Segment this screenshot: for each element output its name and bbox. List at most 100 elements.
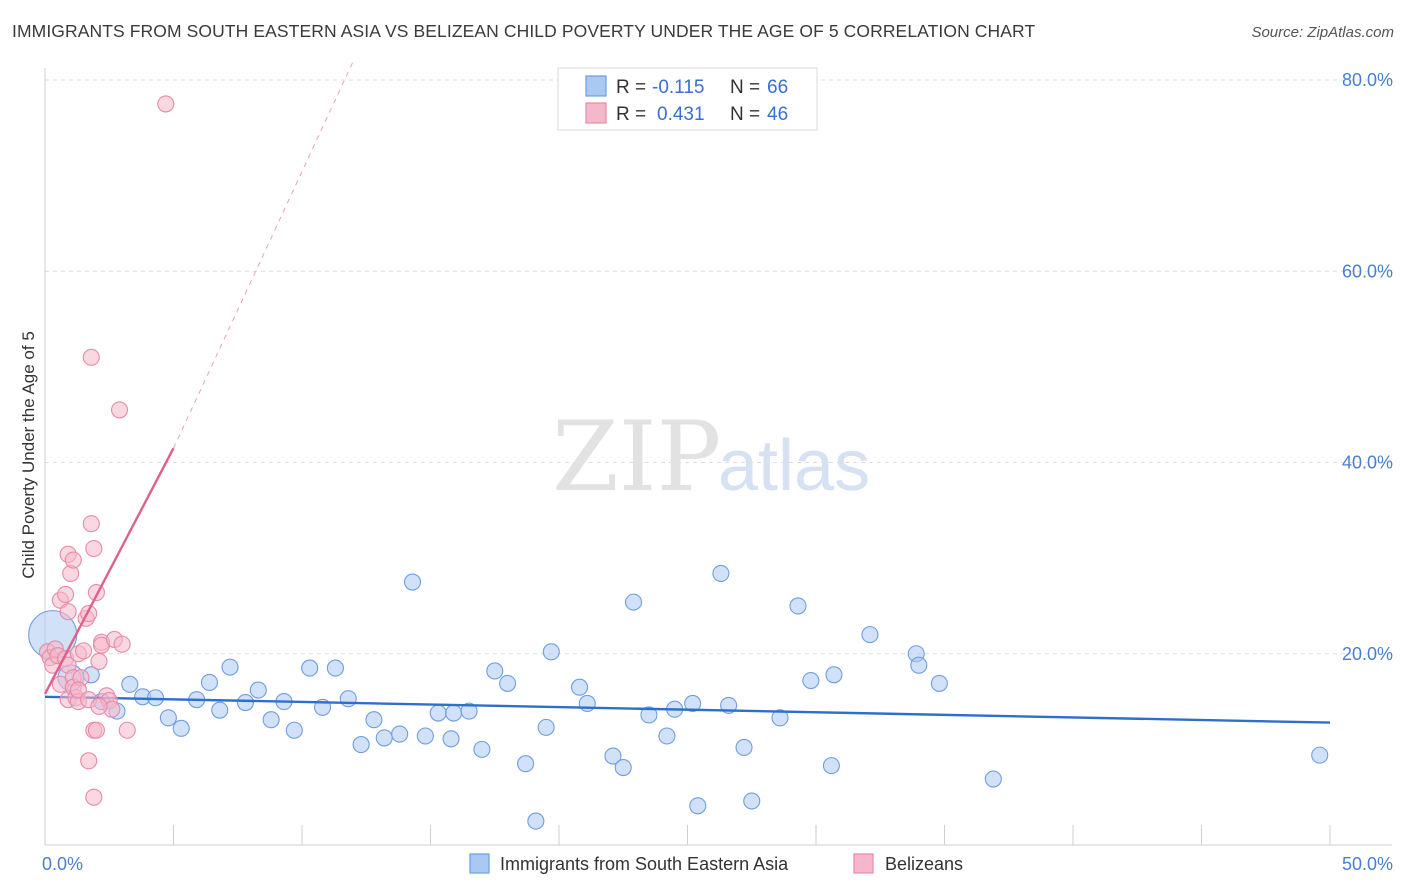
point-0-46 [658,727,676,745]
watermark-zip: ZIP [552,401,721,513]
trend-line-0 [44,695,1331,724]
point-1-45 [90,697,108,715]
point-1-28 [87,721,105,739]
point-0-8 [159,709,177,727]
legend-r-value-immigrants: -0.115 [652,77,704,98]
point-0-54 [771,709,789,727]
legend-r-label: R = [616,77,646,98]
point-0-38 [537,718,555,736]
watermark-atlas: atlas [718,426,870,506]
series-legend: Immigrants from South Eastern Asia Beliz… [469,853,963,874]
point-0-30 [442,730,460,748]
watermark: ZIP atlas [552,401,870,513]
x-tick-label-0: 0.0% [42,854,83,874]
point-0-45 [640,706,658,724]
point-0-44 [624,593,643,611]
point-0-31 [445,704,463,722]
point-1-29 [82,515,100,533]
legend-n-value-immigrants: 66 [767,77,788,98]
source-label: Source: ZipAtlas.com [1251,24,1394,41]
point-0-12 [211,701,229,719]
point-1-21 [75,642,93,660]
point-0-24 [365,711,383,729]
point-0-27 [403,573,422,591]
point-0-18 [285,721,303,739]
point-0-34 [486,662,504,680]
point-1-24 [80,752,98,770]
point-0-9 [172,719,190,737]
point-0-15 [249,681,267,699]
chart-title: IMMIGRANTS FROM SOUTH EASTERN ASIA VS BE… [12,21,1036,41]
point-1-15 [64,551,82,569]
series-0 [28,564,1331,830]
legend-n-value-belizeans: 46 [767,104,788,125]
point-0-22 [339,690,357,708]
legend-r-value-belizeans: 0.431 [657,104,705,125]
point-0-53 [743,792,761,810]
point-0-49 [689,797,707,815]
y-tick-label-0: 20.0% [1342,644,1393,664]
y-axis-label: Child Poverty Under the Age of 5 [19,331,38,579]
point-0-52 [735,738,753,757]
tick-labels: 20.0% 40.0% 60.0% 80.0% 0.0% 50.0% [42,70,1393,874]
point-0-16 [262,711,280,729]
point-1-42 [113,635,131,653]
point-1-43 [118,721,136,739]
point-0-57 [822,757,840,775]
point-0-56 [802,671,820,690]
point-0-63 [984,770,1002,788]
bottom-legend-label-belizeans: Belizeans [885,854,963,874]
axes [44,68,1392,846]
point-1-44 [157,95,175,113]
point-0-33 [473,740,491,758]
x-tick-label-1: 50.0% [1342,854,1393,874]
bottom-legend-swatch-belizeans [853,853,874,874]
point-0-5 [121,675,139,693]
point-0-39 [542,643,560,661]
point-1-9 [59,603,77,621]
point-0-13 [221,658,239,676]
point-0-55 [789,597,807,615]
correlation-legend: R = -0.115 N = 66 R = 0.431 N = 46 [557,67,818,131]
point-0-14 [236,693,255,712]
point-0-28 [416,727,434,745]
point-0-37 [527,812,545,830]
point-0-26 [391,725,409,743]
point-0-62 [930,674,948,692]
point-0-64 [1311,746,1329,764]
point-1-38 [90,652,108,670]
bottom-legend-swatch-immigrants [469,853,490,874]
series-1 [39,60,354,806]
point-1-41 [110,401,129,419]
point-0-11 [200,673,219,691]
legend-swatch-immigrants [585,75,607,97]
point-0-48 [684,694,702,713]
point-0-58 [825,666,843,684]
point-1-27 [85,788,103,806]
point-1-7 [57,585,75,604]
point-1-35 [85,540,103,558]
y-tick-label-2: 60.0% [1342,261,1393,281]
legend-n-label: N = [730,104,760,125]
series-layer [28,60,1331,830]
point-0-61 [910,656,928,674]
grid-lines [45,79,1392,655]
point-0-19 [301,659,319,677]
point-0-59 [861,626,879,644]
y-tick-label-1: 40.0% [1342,453,1393,473]
trend-line-1 [43,447,175,695]
point-0-41 [578,694,596,713]
point-0-21 [326,659,344,677]
point-0-36 [517,755,535,773]
point-0-23 [352,736,370,754]
legend-n-label: N = [730,77,760,98]
point-0-43 [614,758,632,777]
point-0-35 [499,674,517,692]
point-0-50 [712,564,730,582]
y-tick-label-3: 80.0% [1342,70,1393,90]
point-0-25 [375,729,393,747]
point-0-32 [460,702,478,720]
point-1-34 [82,348,100,366]
point-0-40 [571,678,589,696]
